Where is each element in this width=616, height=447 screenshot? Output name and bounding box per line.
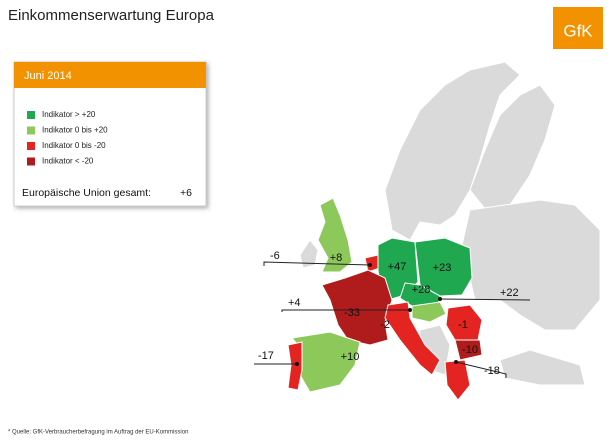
label-greece: -18 [484,365,500,377]
callout-line [455,361,507,378]
legend-label: Indikator < -20 [42,157,94,166]
uk [317,197,353,273]
france [321,269,393,346]
callout-line [439,298,531,301]
callout-line [263,261,371,266]
legend-swatch [27,142,35,150]
legend-swatch [27,111,35,119]
label-poland: +23 [433,262,452,274]
label-hungary: +22 [500,287,519,299]
dot [454,360,458,364]
legend-label: Indikator > +20 [42,110,96,119]
label-romania: -1 [458,319,468,331]
title: Einkommenserwartung Europa [8,7,215,24]
legend-swatch [27,157,35,166]
total-value: +6 [180,187,192,199]
dot [295,362,299,366]
label-belgium: -6 [270,250,280,262]
callout-line [281,309,410,312]
legend-period: Juni 2014 [24,70,72,82]
legend: Juni 2014 Indikator > +20 Indikator 0 bis… [13,61,207,207]
label-spain: +10 [341,351,360,363]
greece [444,359,471,401]
dot [438,297,442,301]
label-slovenia: +4 [288,297,301,309]
legend-items: Indikator > +20 Indikator 0 bis +20 Indika… [27,110,108,166]
hungary [411,301,447,323]
legend-header [14,62,206,88]
logo: GfK [563,21,593,40]
portugal [287,341,303,391]
label-bulgaria: -10 [462,344,478,356]
dot [408,308,412,312]
countries [287,197,483,401]
dot [368,263,372,267]
label-portugal: -17 [258,350,274,362]
logo-box [553,7,603,49]
label-france: -33 [344,307,360,319]
label-germany: +47 [388,261,407,273]
legend-label: Indikator 0 bis +20 [42,126,108,135]
map-labels: +8 -6 +47 +23 +28 +22 +4 -33 -2 -1 -10 -… [258,250,519,377]
europe-background [299,61,601,386]
label-italy: -2 [380,319,390,331]
total-label: Europäische Union gesamt: [22,187,151,199]
legend-label: Indikator 0 bis -20 [42,141,106,150]
bulgaria [454,339,483,361]
label-uk: +8 [330,252,343,264]
callouts [254,261,531,378]
footnote: * Quelle: GfK-Verbraucherbefragung im Au… [8,430,188,436]
callout-dots [295,263,458,366]
legend-swatch [27,126,35,135]
label-czech: +28 [412,284,431,296]
